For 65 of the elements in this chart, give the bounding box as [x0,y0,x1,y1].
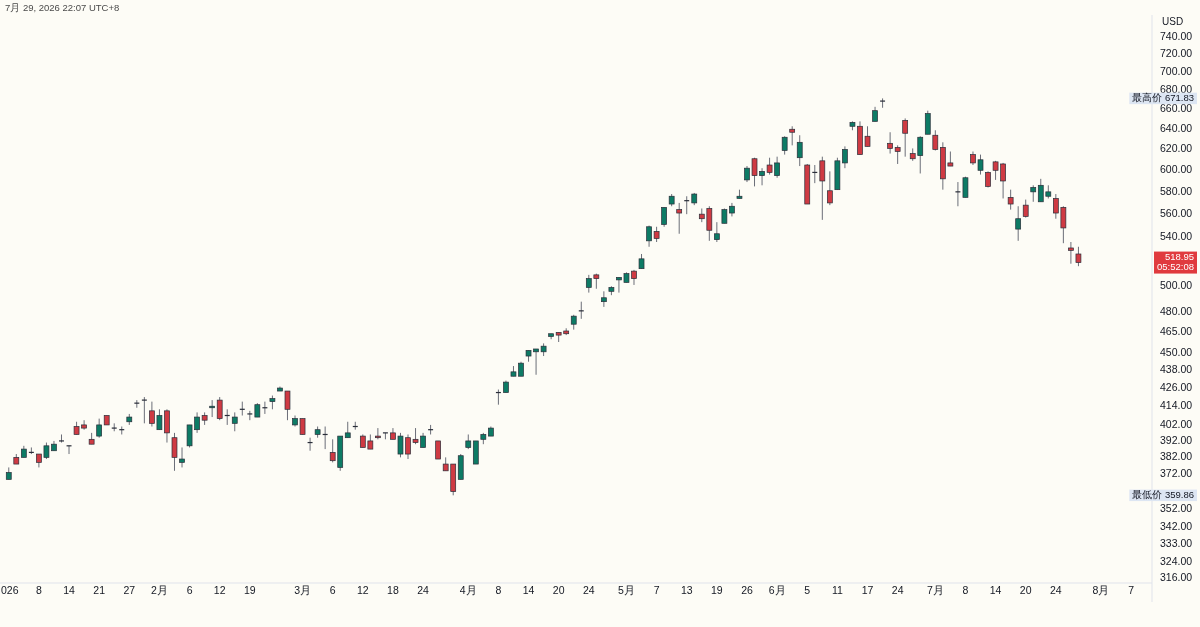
y-tick-label: 316.00 [1160,570,1193,583]
x-tick-label: 18 [387,583,399,596]
y-tick-label: 660.00 [1160,102,1193,115]
x-tick-label: 3月 [294,583,311,596]
y-tick-label: 382.00 [1160,450,1193,463]
y-tick-label: 640.00 [1160,122,1193,135]
x-tick-label: 17 [861,583,874,596]
y-tick-label: 465.00 [1160,325,1193,338]
y-tick-label: 450.00 [1160,345,1193,358]
x-tick-label: 19 [243,583,256,596]
y-tick-label: 342.00 [1160,520,1193,533]
x-tick-label: 20 [552,583,565,596]
price-label: 518.95 05:52:08 [1154,250,1197,274]
y-tick-label: 740.00 [1160,29,1193,42]
x-tick-label: 5月 [618,583,635,596]
y-tick-label: 620.00 [1160,142,1193,155]
y-tick-label: 580.00 [1160,184,1193,197]
y-tick-label: 372.00 [1160,467,1193,480]
x-tick-label: 12 [213,583,226,596]
y-tick-label: 700.00 [1160,65,1193,78]
x-tick-label: 7 [653,583,660,596]
x-tick-label: 7月 [926,583,944,596]
x-tick-label: 21 [93,583,106,596]
x-tick-label: 14 [989,583,1002,596]
x-tick-label: 14 [63,583,76,596]
x-tick-label: 19 [711,583,723,596]
y-tick-label: 402.00 [1160,417,1193,430]
x-tick-label: 8 [495,583,502,596]
x-tick-label: 6 [186,583,193,596]
x-tick-label: 12 [356,583,369,596]
x-tick-label: 026 [1,583,19,596]
x-tick-label: 24 [582,583,595,596]
x-tick-label: 8 [35,583,42,596]
x-tick-label: 24 [891,583,904,596]
y-tick-label: 426.00 [1160,380,1193,393]
y-tick-label: 438.00 [1160,363,1193,376]
y-tick-label: 600.00 [1160,163,1193,176]
y-tick-label: 414.00 [1160,399,1193,411]
x-tick-label: 24 [417,583,430,596]
x-tick-label: 26 [741,583,753,596]
y-tick-label: 392.00 [1160,433,1193,446]
x-tick-label: 2月 [151,583,168,596]
x-tick-label: 6月 [768,583,786,596]
y-tick-label: 333.00 [1160,537,1193,550]
y-axis-title: USD [1162,15,1184,27]
x-tick-label: 13 [680,583,693,596]
y-tick-label: 324.00 [1160,554,1193,567]
x-tick-label: 24 [1050,583,1062,596]
x-tick-label: 6 [329,583,336,596]
y-tick-label: 540.00 [1160,230,1193,243]
x-tick-label: 27 [123,583,136,596]
x-tick-label: 5 [804,583,811,596]
y-tick-label: 560.00 [1160,206,1193,219]
x-tick-label: 8月 [1092,583,1110,596]
x-tick-label: 7 [1128,583,1135,596]
x-tick-label: 20 [1019,583,1032,596]
y-tick-label: 352.00 [1160,502,1193,515]
x-tick-label: 11 [831,583,843,596]
x-tick-label: 4月 [459,583,477,596]
x-tick-label: 14 [522,583,535,596]
y-tick-label: 720.00 [1160,47,1193,60]
x-tick-label: 8 [962,583,969,596]
y-tick-label: 480.00 [1160,304,1193,317]
y-tick-label: 500.00 [1160,279,1193,291]
chart-title: 7月 29, 2026 22:07 UTC+8 [5,1,120,13]
